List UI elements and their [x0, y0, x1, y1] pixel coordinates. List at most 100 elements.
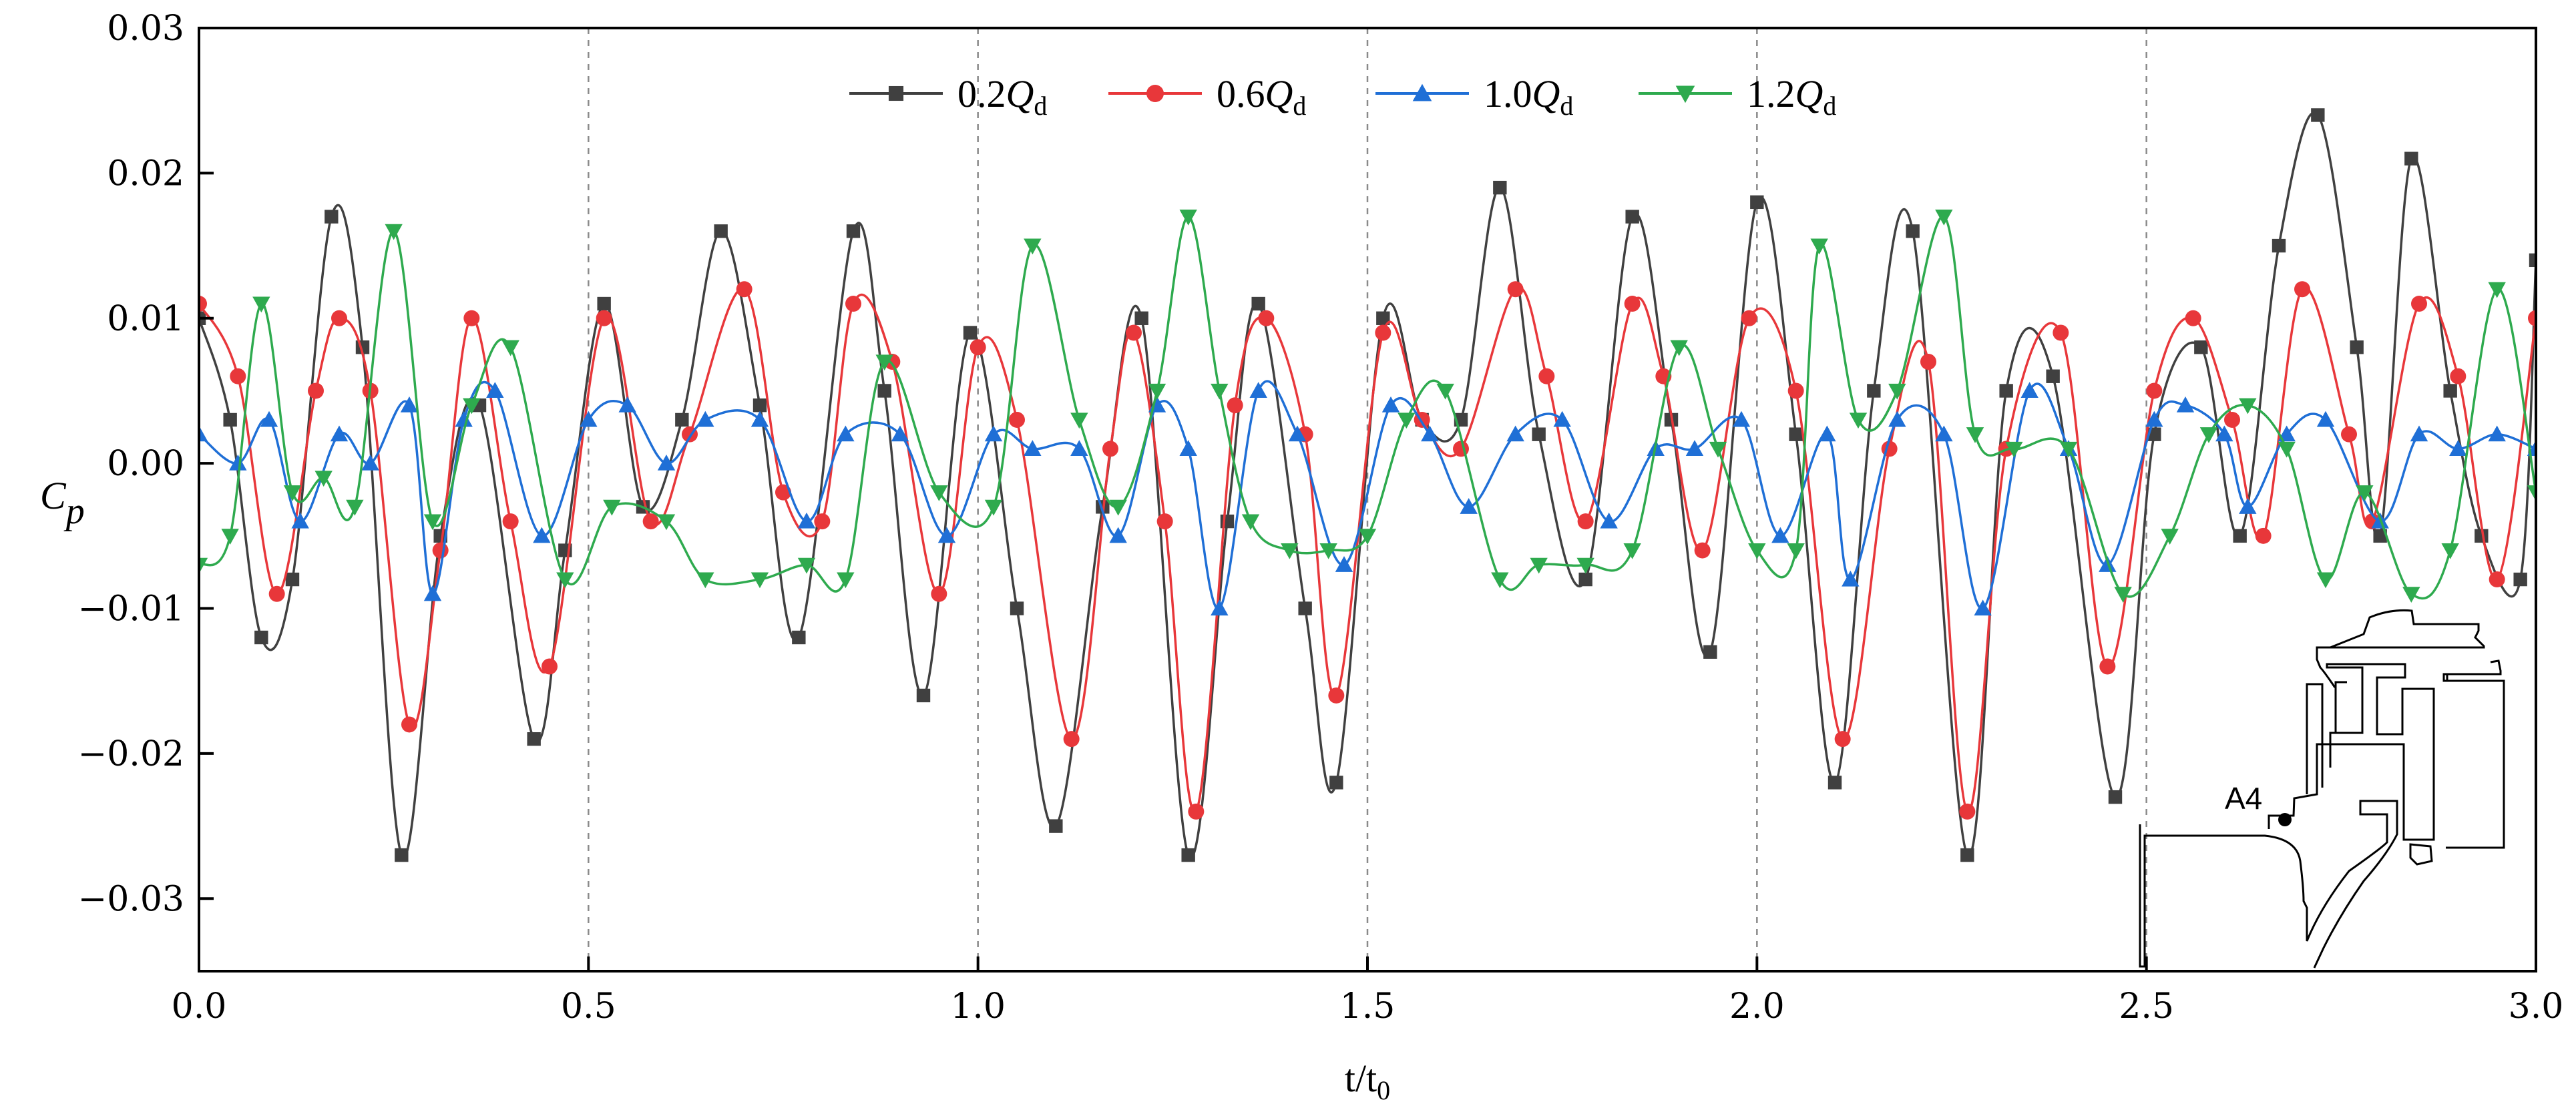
data-point — [1787, 543, 1805, 559]
data-point — [463, 310, 480, 326]
data-point — [221, 529, 239, 545]
data-point — [931, 585, 947, 602]
data-point — [1828, 776, 1842, 790]
legend-label: 0.6Qd — [1217, 72, 1306, 121]
data-point — [527, 732, 541, 746]
data-point — [1960, 848, 1974, 862]
data-point — [797, 557, 816, 574]
x-tick-label: 0.5 — [561, 987, 616, 1027]
data-point — [984, 425, 1003, 442]
data-point — [1319, 543, 1337, 559]
data-point — [1600, 512, 1618, 529]
x-tick-label: 1.0 — [950, 987, 1006, 1027]
data-point — [963, 326, 978, 340]
data-point — [330, 425, 349, 442]
x-axis-title-main: t/t — [1345, 1057, 1377, 1100]
data-point — [385, 224, 403, 240]
data-point — [2059, 441, 2078, 458]
data-point — [888, 85, 904, 101]
inset-outlet-outline — [2442, 659, 2505, 849]
data-point — [1134, 311, 1148, 325]
data-point — [2215, 425, 2233, 442]
y-tick-label: −0.01 — [78, 589, 184, 629]
legend-label-variable: Q — [1795, 72, 1823, 115]
data-point — [2146, 382, 2163, 399]
data-point — [937, 527, 956, 543]
data-point — [2255, 527, 2272, 544]
data-point — [1146, 85, 1164, 102]
legend: 0.2Qd 0.6Qd 1.0Qd 1.2Qd — [849, 72, 1836, 121]
data-point — [2373, 529, 2387, 543]
data-point — [2527, 485, 2536, 501]
data-point — [580, 410, 598, 427]
data-point — [2176, 396, 2195, 412]
data-point — [252, 296, 270, 313]
data-point — [1920, 353, 1936, 370]
data-point — [1148, 383, 1166, 400]
x-tick-label: 0.0 — [172, 987, 227, 1027]
data-point — [2278, 441, 2296, 458]
data-point — [750, 572, 769, 589]
data-point — [1156, 513, 1173, 530]
legend-item-0.6Qd: 0.6Qd — [1108, 72, 1306, 121]
data-point — [877, 384, 891, 398]
data-point — [1491, 572, 1509, 589]
data-point — [1102, 441, 1118, 457]
y-axis-title-main: C — [40, 474, 67, 517]
data-point — [675, 412, 689, 427]
data-point — [401, 716, 417, 733]
data-point — [2316, 572, 2335, 589]
data-point — [199, 557, 208, 574]
data-point — [2239, 398, 2257, 414]
data-point — [1024, 440, 1042, 456]
data-point — [597, 296, 611, 311]
data-point — [2145, 410, 2163, 427]
data-point — [891, 425, 909, 442]
legend-label-number: 0.6 — [1217, 72, 1265, 115]
data-point — [2449, 440, 2467, 456]
data-point — [2114, 587, 2132, 603]
data-point — [1179, 210, 1197, 226]
data-point — [1576, 557, 1594, 574]
data-point — [1241, 514, 1260, 531]
legend-label-number: 1.0 — [1484, 72, 1532, 115]
data-point — [1126, 324, 1142, 341]
data-point — [325, 210, 339, 224]
inset-label-a4: A4 — [2225, 781, 2262, 816]
data-point — [837, 572, 855, 589]
data-point — [1532, 427, 1546, 441]
data-point — [1335, 556, 1353, 572]
y-axis: 0.03 0.02 0.01 0.00 −0.01 −0.02 −0.03 — [78, 9, 214, 919]
data-point — [2194, 340, 2208, 354]
series-line — [199, 286, 2536, 814]
data-point — [1375, 324, 1391, 341]
data-point — [1530, 557, 1548, 574]
data-point — [1842, 570, 1860, 587]
x-tick-label: 2.5 — [2119, 987, 2174, 1027]
data-point — [395, 848, 409, 862]
data-point — [1538, 368, 1555, 384]
data-point — [657, 454, 676, 471]
data-point — [775, 484, 791, 501]
data-point — [400, 396, 419, 412]
data-point — [1623, 543, 1641, 559]
data-point — [618, 396, 636, 412]
data-point — [1888, 410, 1906, 427]
data-point — [1578, 572, 1592, 587]
data-point — [1787, 382, 1804, 399]
data-point — [2404, 152, 2418, 166]
data-point — [1732, 410, 1751, 427]
data-point — [2020, 382, 2038, 398]
data-point — [501, 340, 519, 356]
data-point — [1298, 601, 1312, 615]
data-point — [432, 542, 449, 559]
data-point — [2316, 410, 2335, 427]
data-point — [2161, 529, 2179, 545]
data-point — [2489, 571, 2505, 588]
data-point — [2294, 281, 2310, 298]
data-point — [1881, 441, 1898, 457]
data-point — [1999, 384, 2013, 398]
data-point — [1741, 310, 1757, 326]
data-point — [696, 410, 714, 427]
data-point — [2005, 441, 2023, 458]
